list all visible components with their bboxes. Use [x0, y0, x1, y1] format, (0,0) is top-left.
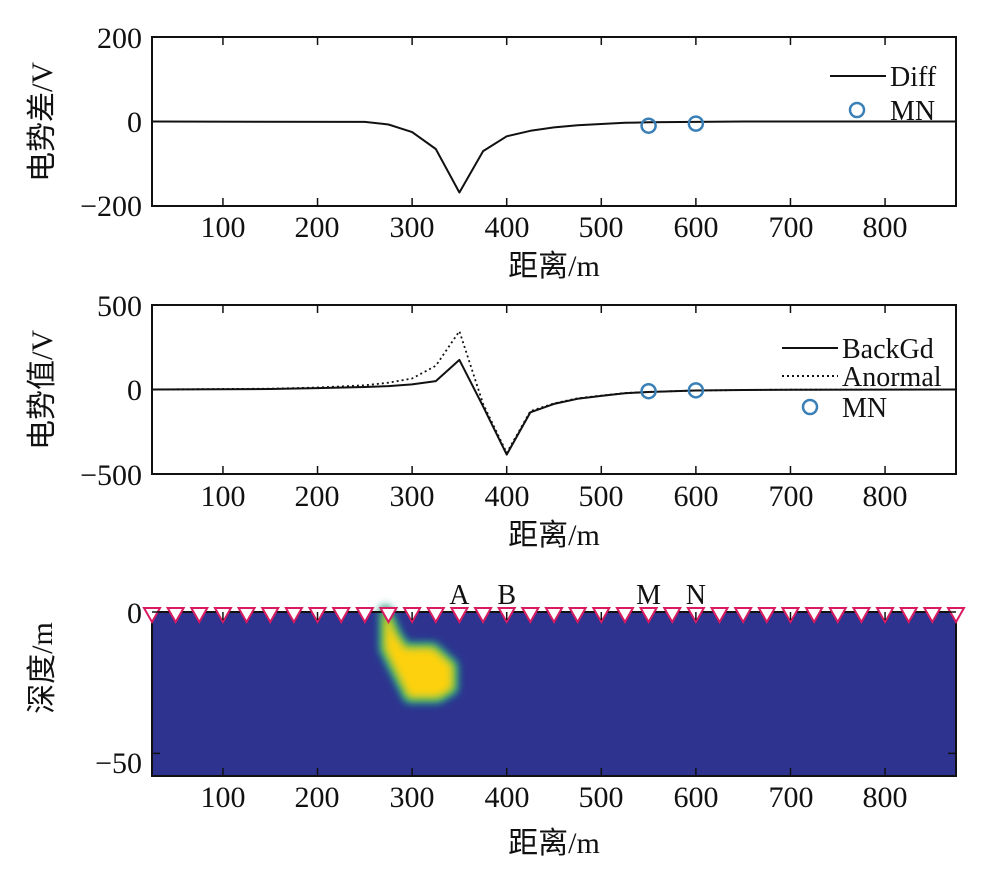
series-line-diff — [151, 120, 956, 194]
panel-1: 100 200 300 400 500 600 700 800 200 0 −2… — [26, 22, 957, 283]
electrode-marker — [236, 607, 257, 625]
panel-2-ytick-label: 500 — [97, 290, 142, 323]
panel-1-xtick-label: 200 — [295, 211, 340, 244]
electrode-marker — [426, 607, 446, 625]
electrode-marker — [757, 607, 777, 625]
panel-1-plot-area — [151, 115, 956, 194]
mn-marker — [640, 382, 657, 400]
electrode-marker — [804, 607, 824, 625]
mn-marker — [687, 115, 705, 132]
legend-label-backgd: BackGd — [842, 334, 934, 365]
electrode-marker — [851, 607, 872, 625]
panel-3-xtick-label: 400 — [485, 781, 530, 814]
panel-3-xtick-label: 300 — [390, 781, 435, 814]
electrode-marker — [284, 607, 304, 625]
panel-1-x-ticks — [222, 37, 886, 206]
panel-1-xtick-label: 600 — [674, 211, 719, 244]
panel-2-xtick-label: 800 — [863, 480, 908, 513]
panel-2-x-axis-label: 距离/m — [508, 519, 600, 552]
electrode-marker — [898, 607, 919, 625]
electrode-marker — [615, 607, 635, 625]
electrode-marker — [828, 607, 848, 625]
panel-2-xtick-label: 400 — [485, 480, 530, 513]
electrode-marker — [520, 607, 541, 625]
panel-3-electrodes — [142, 607, 966, 625]
electrode-marker — [378, 607, 399, 625]
panel-2-plot-area — [151, 330, 957, 456]
panel-1-xtick-label: 100 — [201, 211, 246, 244]
panel-3-background — [152, 612, 956, 776]
legend-marker-mn — [801, 398, 819, 416]
electrode-marker — [355, 607, 375, 625]
electrode-marker — [638, 607, 659, 625]
anomaly-core — [385, 612, 452, 697]
panel-1-xtick-label: 800 — [863, 211, 908, 244]
electrode-marker — [922, 607, 943, 625]
panel-3-x-axis-label: 距离/m — [508, 827, 600, 860]
electrode-marker — [709, 607, 730, 625]
panel-3-ytick-label: 0 — [127, 597, 142, 630]
legend-label-anormal: Anormal — [842, 362, 942, 393]
panel-2-ytick-label: 0 — [127, 374, 142, 407]
mn-marker — [640, 117, 657, 134]
legend-label-mn: MN — [890, 96, 935, 127]
panel-3-xtick-label: 800 — [863, 781, 908, 814]
panel-1-legend: Diff MN — [830, 62, 937, 127]
panel-3-ytick-label: −50 — [95, 747, 142, 780]
electrode-label-a: A — [449, 580, 470, 611]
panel-1-x-axis-label: 距离/m — [508, 250, 600, 283]
panel-1-xtick-label: 700 — [769, 211, 814, 244]
panel-3-xtick-label: 500 — [579, 781, 624, 814]
panel-3-y-ticks — [152, 611, 956, 755]
electrode-marker — [260, 607, 280, 625]
panel-1-ytick-label: 200 — [97, 22, 142, 55]
panel-3-xtick-label: 600 — [674, 781, 719, 814]
electrode-marker — [449, 607, 470, 625]
panel-1-ytick-label: 0 — [127, 106, 142, 139]
legend-label-diff: Diff — [890, 62, 937, 93]
legend-marker-mn — [848, 101, 866, 119]
panel-2-xtick-label: 200 — [295, 480, 340, 513]
electrode-marker — [189, 607, 210, 625]
mn-marker — [687, 382, 705, 399]
panel-2-xtick-label: 100 — [201, 480, 246, 513]
electrode-label-m: M — [636, 580, 661, 611]
panel-1-xtick-label: 500 — [579, 211, 624, 244]
legend-label-mn: MN — [842, 393, 887, 424]
panel-3-x-ticks — [222, 612, 886, 776]
panel-2-legend: BackGd Anormal MN — [782, 334, 942, 424]
panel-1-xtick-label: 400 — [485, 211, 530, 244]
panel-3-y-axis-label: 深度/m — [26, 622, 59, 714]
electrode-label-b: B — [497, 580, 516, 611]
electrode-marker — [473, 607, 493, 625]
panel-1-xtick-label: 300 — [390, 211, 435, 244]
panel-1-ytick-label: −200 — [80, 190, 142, 223]
panel-2-ytick-label: −500 — [80, 459, 142, 492]
panel-2-xtick-label: 700 — [769, 480, 814, 513]
panel-3-xtick-label: 100 — [201, 781, 246, 814]
panel-3-anomaly — [378, 605, 459, 704]
electrode-marker — [165, 607, 186, 625]
panel-2-xtick-label: 500 — [579, 480, 624, 513]
series-line-backgd — [151, 358, 957, 456]
panel-1-y-axis-label: 电势差/V — [26, 62, 59, 182]
series-line-anormal — [151, 330, 957, 454]
electrode-marker — [331, 607, 351, 625]
panel-2: 100 200 300 400 500 600 700 800 500 0 −5… — [26, 290, 957, 552]
electrode-marker — [662, 607, 682, 625]
electrode-label-n: N — [686, 580, 706, 611]
panel-3-xtick-label: 700 — [769, 781, 814, 814]
panel-2-xtick-label: 300 — [390, 480, 435, 513]
panel-2-xtick-label: 600 — [674, 480, 719, 513]
electrode-marker — [544, 607, 564, 625]
panel-3-xtick-label: 200 — [295, 781, 340, 814]
panel-2-x-ticks — [222, 305, 886, 474]
panel-2-y-axis-label: 电势值/V — [26, 330, 59, 450]
electrode-marker — [733, 607, 753, 625]
electrode-marker — [567, 607, 588, 625]
